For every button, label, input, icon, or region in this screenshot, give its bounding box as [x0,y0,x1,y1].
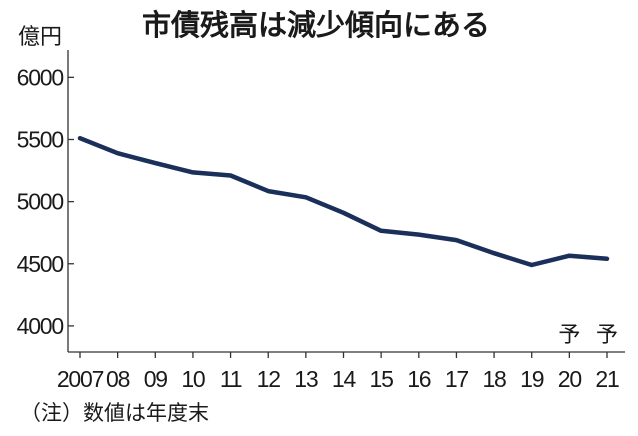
x-tick-label: 2007 [57,366,104,392]
x-tick-label: 11 [220,366,242,392]
y-axis-ticks: 6000 5500 5000 4500 4000 [17,64,74,339]
y-tick-label: 4500 [17,251,64,277]
forecast-marker: 予 [596,323,618,348]
y-tick-label: 5500 [17,126,64,152]
x-tick-label: 10 [181,366,205,392]
y-tick-label: 6000 [17,64,64,90]
y-axis-unit-label: 億円 [18,25,62,50]
x-tick-label: 16 [407,366,431,392]
y-tick-label: 4000 [17,313,64,339]
series-line [77,135,610,268]
forecast-annotations: 予予 [558,323,618,348]
x-tick-label: 15 [370,366,394,392]
x-tick-label: 13 [294,366,318,392]
x-tick-label: 19 [520,366,544,392]
x-tick-label: 08 [106,366,130,392]
series-group [77,135,610,268]
x-tick-label: 09 [144,366,168,392]
chart-title: 市債残高は減少傾向にある [142,8,490,42]
x-tick-label: 21 [595,366,619,392]
axes [67,50,625,353]
forecast-marker: 予 [558,323,580,348]
x-tick-label: 17 [445,366,469,392]
footnote: （注）数値は年度末 [20,401,209,425]
x-tick-label: 20 [558,366,582,392]
x-tick-label: 12 [257,366,281,392]
x-tick-label: 14 [332,366,357,392]
x-tick-label: 18 [482,366,506,392]
x-axis-ticks: 2007 08 09 10 11 12 13 14 15 16 17 18 19 20 21 [57,352,620,392]
y-tick-label: 5000 [17,189,64,215]
